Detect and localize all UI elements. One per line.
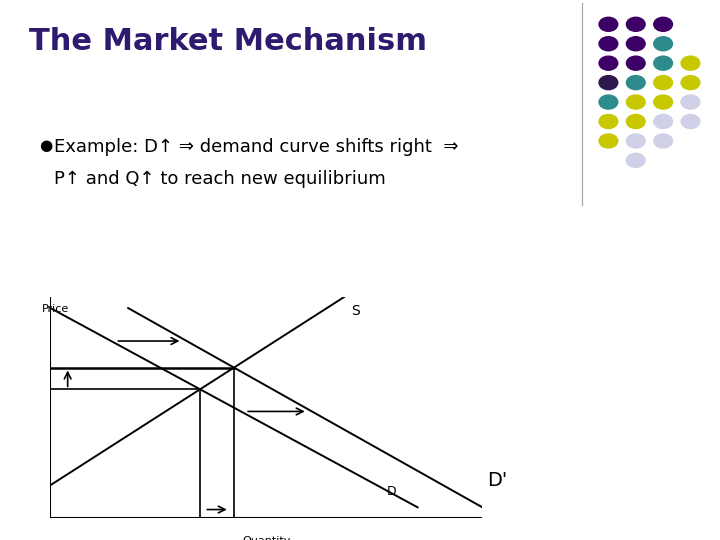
- Text: P↑ and Q↑ to reach new equilibrium: P↑ and Q↑ to reach new equilibrium: [54, 170, 386, 188]
- Text: Price: Price: [42, 303, 69, 314]
- Text: The Market Mechanism: The Market Mechanism: [29, 27, 427, 56]
- Text: D: D: [387, 485, 396, 498]
- Text: S: S: [351, 303, 359, 318]
- Text: Quantity: Quantity: [242, 536, 291, 540]
- Text: Example: D↑ ⇒ demand curve shifts right  ⇒: Example: D↑ ⇒ demand curve shifts right …: [54, 138, 459, 156]
- Text: ●: ●: [40, 138, 53, 153]
- Text: D': D': [487, 471, 507, 490]
